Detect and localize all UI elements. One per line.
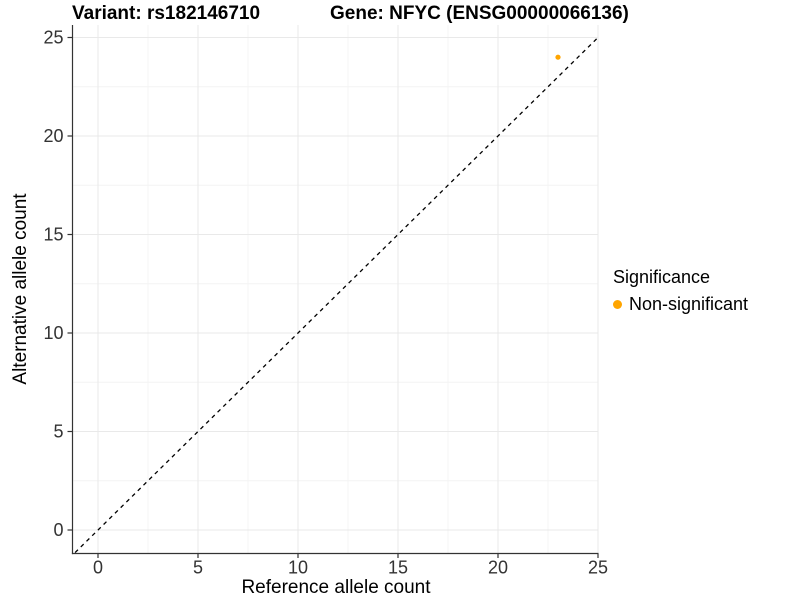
gene-title: Gene: NFYC (ENSG00000066136) bbox=[330, 3, 629, 24]
legend: Significance Non-significant bbox=[613, 267, 748, 315]
x-tick-label: 5 bbox=[193, 558, 203, 578]
y-tick-label: 25 bbox=[43, 28, 63, 48]
legend-item-label: Non-significant bbox=[629, 293, 749, 314]
legend-title: Significance bbox=[613, 267, 711, 287]
x-tick-label: 15 bbox=[388, 558, 408, 578]
y-tick-label: 20 bbox=[43, 126, 63, 146]
y-tick-label: 15 bbox=[43, 225, 63, 245]
y-tick-label: 5 bbox=[53, 422, 63, 442]
x-axis-title: Reference allele count bbox=[241, 577, 431, 598]
legend-item-non-significant: Non-significant bbox=[613, 294, 748, 315]
x-tick-label: 0 bbox=[93, 558, 103, 578]
y-axis-title: Alternative allele count bbox=[10, 193, 31, 385]
variant-title: Variant: rs182146710 bbox=[72, 3, 261, 24]
x-tick-label: 10 bbox=[288, 558, 308, 578]
x-tick-label: 25 bbox=[588, 558, 608, 578]
x-tick-label: 20 bbox=[488, 558, 508, 578]
data-point bbox=[555, 54, 561, 60]
y-tick-label: 0 bbox=[53, 520, 63, 540]
orange-dot-icon bbox=[613, 299, 622, 309]
y-tick-label: 10 bbox=[43, 323, 63, 343]
